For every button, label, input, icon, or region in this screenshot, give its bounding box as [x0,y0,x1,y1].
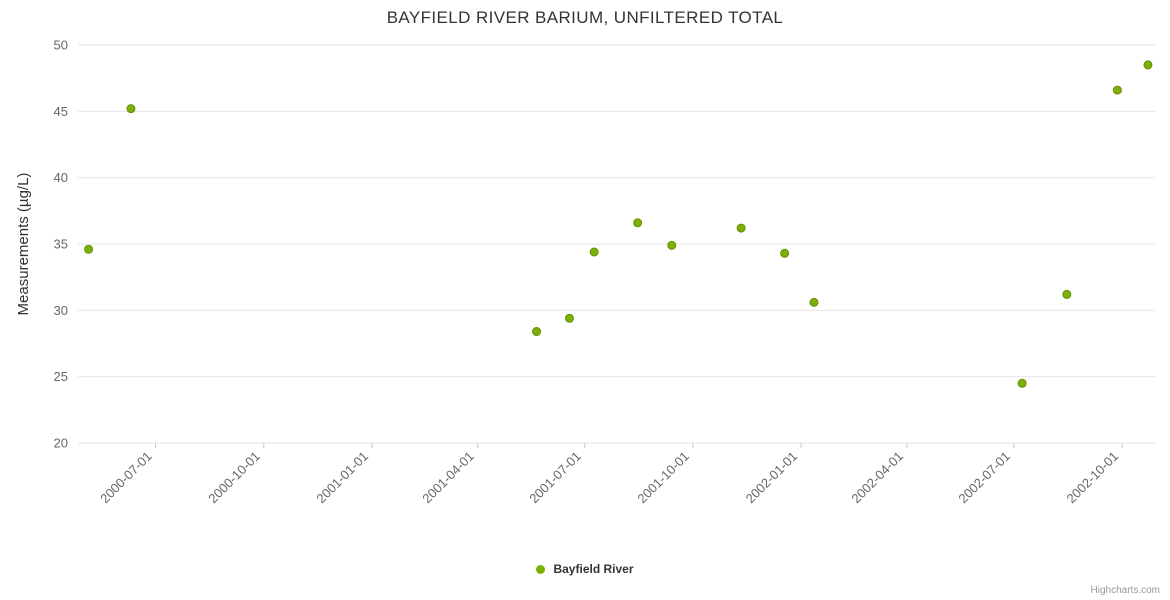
data-point[interactable] [780,248,790,258]
y-axis-tick-label: 50 [54,38,68,53]
legend-marker-icon [536,564,546,574]
y-axis-tick-label: 30 [54,303,68,318]
x-axis-tick-label: 2000-10-01 [205,449,263,507]
data-point[interactable] [84,244,94,254]
data-point[interactable] [633,218,643,228]
y-axis-tick-label: 45 [54,104,68,119]
data-point[interactable] [1143,60,1153,70]
x-axis-tick-label: 2001-04-01 [419,449,477,507]
y-axis-tick-label: 20 [54,436,68,451]
highcharts-credits-link[interactable]: Highcharts.com [1090,585,1160,596]
chart-title: BAYFIELD RIVER BARIUM, UNFILTERED TOTAL [386,8,784,27]
legend-item-bayfield-river[interactable]: Bayfield River [0,562,1170,576]
x-axis-tick-label: 2002-01-01 [743,449,801,507]
data-point[interactable] [809,297,819,307]
data-point[interactable] [564,313,574,323]
y-axis-tick-label: 35 [54,237,68,252]
x-axis-tick-label: 2000-07-01 [97,449,155,507]
data-point[interactable] [589,247,599,257]
x-axis-tick-label: 2002-07-01 [955,449,1013,507]
data-point[interactable] [1112,85,1122,95]
data-point[interactable] [126,104,136,114]
x-axis-tick-label: 2002-04-01 [848,449,906,507]
x-axis-tick-label: 2001-01-01 [313,449,371,507]
data-point[interactable] [532,327,542,337]
x-axis-tick-label: 2002-10-01 [1064,449,1122,507]
y-axis-tick-label: 25 [54,369,68,384]
x-axis-tick-label: 2001-10-01 [634,449,692,507]
data-point[interactable] [1017,378,1027,388]
data-point[interactable] [736,223,746,233]
legend-label: Bayfield River [553,562,634,576]
data-point[interactable] [667,240,677,250]
x-axis-tick-label: 2001-07-01 [526,449,584,507]
y-axis-tick-label: 40 [54,170,68,185]
data-point[interactable] [1062,289,1072,299]
